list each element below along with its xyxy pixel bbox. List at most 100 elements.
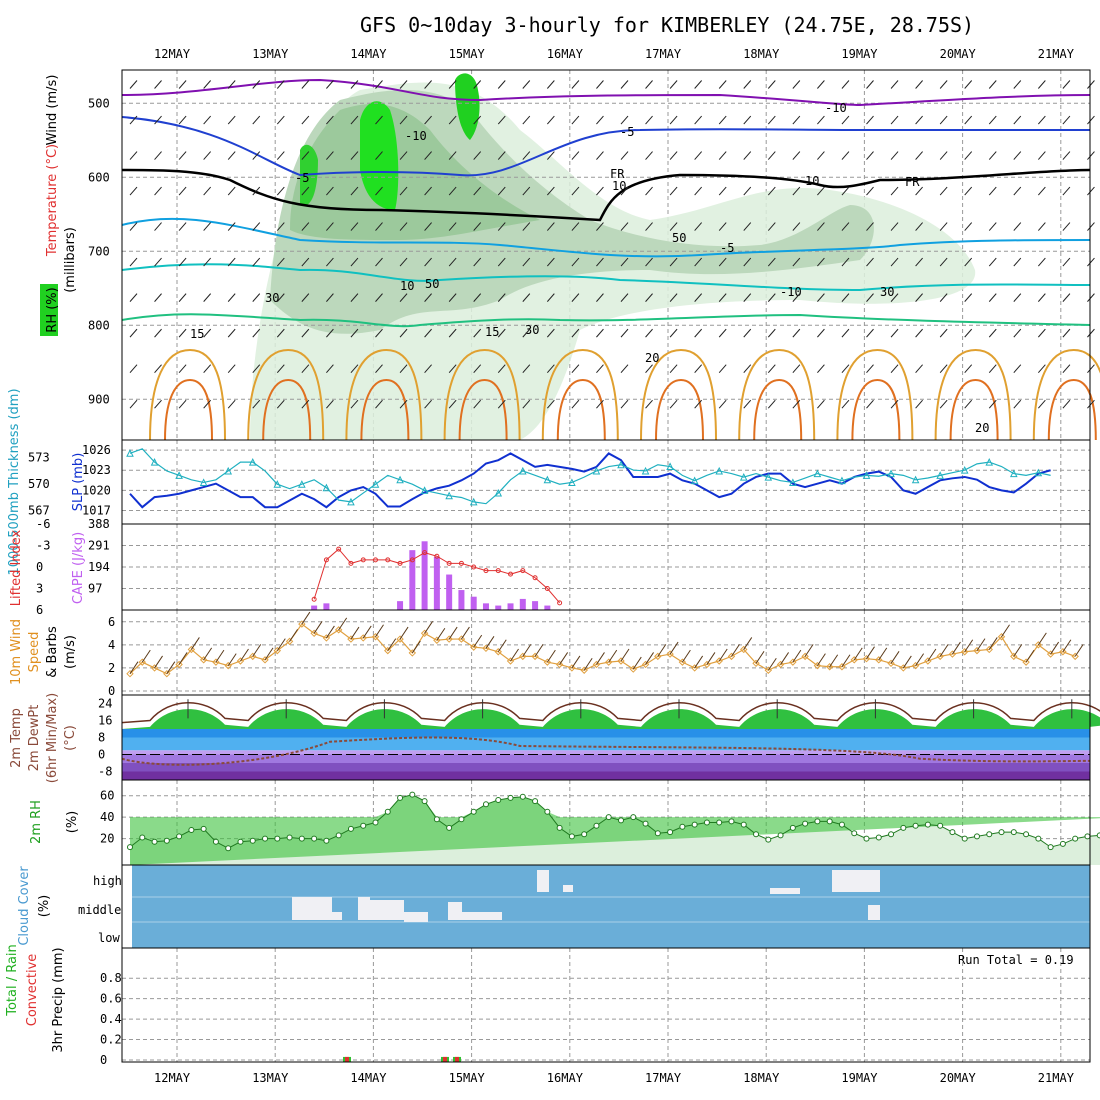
wind-barb (546, 328, 555, 338)
wind-speed-point (727, 652, 736, 661)
wind-barb (841, 151, 850, 160)
wind-barb (510, 648, 519, 662)
wind-barb (767, 115, 776, 125)
wind-barb (301, 399, 310, 409)
wind-barb (694, 115, 703, 125)
rh-point (777, 832, 784, 839)
thickness-point (347, 497, 355, 506)
temp-label: 2m Temp (9, 708, 24, 768)
wind-speed-point (1071, 652, 1079, 661)
wind-barb (596, 399, 604, 409)
temperature-contour (934, 348, 1012, 441)
slp-tick-label: 1017 (82, 504, 111, 518)
wind-barb (399, 257, 408, 267)
rh-point (998, 829, 1005, 836)
wind-barb (1087, 364, 1095, 373)
wind-barb (743, 115, 752, 125)
wind-barb (829, 654, 839, 668)
rh-point (384, 808, 391, 815)
wind10-label: 10m Wind (9, 619, 24, 685)
wind-barb (350, 186, 359, 196)
wind-barb (645, 151, 653, 160)
li-tick-label: 6 (36, 603, 43, 617)
wind-barb (767, 186, 776, 196)
wind-barb (767, 151, 776, 160)
cape-tick-label: 291 (88, 539, 110, 553)
wind-barb (190, 637, 200, 650)
wind-barb (694, 151, 703, 160)
wind-barb (657, 644, 667, 657)
lifted-index-label: Lifted Index (9, 529, 24, 606)
rh-point (151, 838, 158, 845)
rh-point (311, 835, 318, 842)
temp-label: (6hr Min/Max) (45, 693, 60, 783)
wind-barb (276, 115, 285, 125)
rh-point (1072, 835, 1079, 842)
wind-speed-point (678, 658, 687, 666)
rh-point (973, 833, 980, 840)
wind-barb (915, 80, 923, 89)
wind-speed-point (469, 643, 478, 651)
wind-barb (645, 652, 654, 665)
rh-point (372, 819, 379, 826)
cape-bar (311, 605, 318, 610)
temperature-contour (247, 348, 325, 441)
wind-barb (497, 364, 506, 373)
wind-barb (669, 641, 679, 655)
cloud-block (563, 885, 573, 892)
cloud-block (462, 912, 502, 920)
wind-barb (240, 648, 249, 662)
thickness-point (543, 475, 552, 484)
wind-barb (1087, 115, 1095, 125)
wind-barb (669, 151, 678, 160)
bottom-date-label: 12MAY (154, 1071, 191, 1085)
lifted-index-point (495, 568, 501, 574)
wind-barb (718, 648, 728, 662)
thickness-point (568, 478, 576, 486)
cloud-tick-label: low (98, 931, 120, 945)
cloud-block (368, 900, 404, 920)
thickness-point (396, 475, 404, 484)
wind-barb (718, 186, 727, 196)
wind-barb (350, 399, 359, 409)
contour-label: 30 (265, 291, 279, 305)
wind-barb (1087, 80, 1095, 89)
wind-barb (227, 257, 236, 267)
wind-barb (939, 115, 948, 125)
wind-speed-point (568, 664, 576, 672)
wind-barb (1062, 222, 1071, 231)
lifted-index-point (373, 557, 378, 563)
wind-barb (988, 364, 997, 373)
lifted-index-point (544, 586, 550, 591)
cloud-block (358, 897, 370, 920)
lifted-index-point (409, 557, 415, 563)
temperature-contour (121, 78, 1091, 107)
wind-barb (694, 655, 704, 669)
wind-speed-point (776, 660, 785, 669)
bottom-date-label: 18MAY (743, 1071, 780, 1085)
wind-barb (473, 399, 482, 409)
wind-barb (473, 328, 482, 338)
wind-barb (915, 222, 923, 231)
wind-barb (178, 652, 188, 665)
wind-barb (767, 657, 777, 671)
wind-barb (669, 328, 678, 338)
wind-speed-point (1046, 650, 1055, 658)
wind-barb (866, 328, 874, 338)
wind-barb (473, 634, 483, 648)
wind-barb (473, 222, 482, 231)
wind-barb (890, 328, 899, 338)
wind-barb (596, 364, 604, 373)
wind-barb (817, 222, 825, 231)
wind-speed-point (494, 648, 502, 656)
wind-barb (694, 293, 703, 302)
wind-barb (1062, 293, 1071, 302)
wind-barb (767, 80, 776, 89)
temperature-contour (1047, 378, 1097, 441)
wind-barb (743, 364, 752, 373)
wind-barb (546, 257, 555, 267)
wind-barb (669, 115, 678, 125)
temp-band (122, 771, 1090, 780)
cape-tick-label: 388 (88, 517, 110, 531)
top-date-label: 13MAY (252, 47, 289, 61)
